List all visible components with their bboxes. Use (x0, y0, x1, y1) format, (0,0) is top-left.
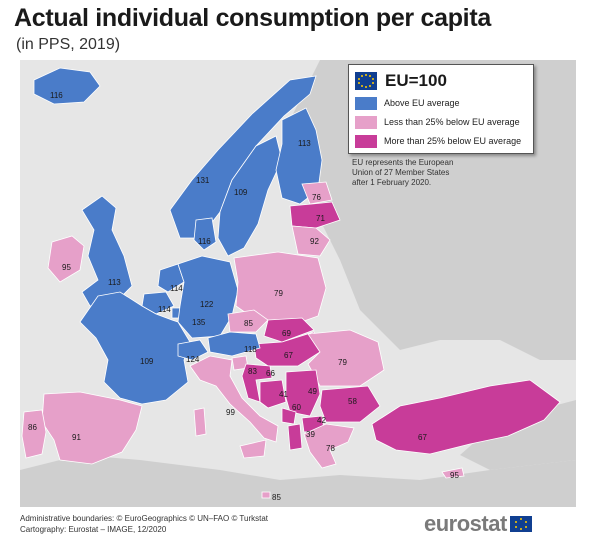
country-TR[interactable] (371, 379, 561, 455)
legend-swatch (355, 96, 377, 110)
value-label-SK: 69 (282, 329, 291, 338)
value-label-MK: 42 (317, 416, 326, 425)
value-label-PL: 79 (274, 289, 283, 298)
non-eu-land-africa (20, 455, 576, 507)
eu-flag-icon (509, 516, 532, 532)
legend-label: Less than 25% below EU average (384, 117, 520, 127)
country-BA[interactable] (259, 379, 287, 409)
value-label-MT: 85 (272, 493, 281, 502)
country-BE[interactable] (141, 291, 175, 315)
map-title: Actual individual consumption per capita (14, 4, 491, 32)
map-subtitle: (in PPS, 2019) (16, 36, 121, 53)
country-DK[interactable] (193, 217, 217, 251)
country-FR[interactable] (79, 291, 191, 405)
value-label-HR: 66 (266, 369, 275, 378)
country-HU[interactable] (253, 331, 321, 367)
value-label-CZ: 85 (244, 319, 253, 328)
country-IT-sicily[interactable] (239, 439, 267, 459)
legend-swatch (355, 115, 377, 129)
value-label-LT: 92 (310, 237, 319, 246)
value-label-NL: 114 (170, 284, 183, 293)
value-label-AL: 39 (306, 430, 315, 439)
value-label-ME: 60 (292, 403, 301, 412)
country-LT[interactable] (291, 225, 331, 257)
value-label-FR: 109 (140, 357, 154, 366)
non-eu-land-middle-east (460, 400, 576, 470)
country-IT-sardinia[interactable] (193, 407, 207, 437)
eu-flag-icon (355, 72, 377, 90)
legend-item-above: Above EU average (355, 96, 460, 110)
legend: EU=100 Above EU average Less than 25% be… (348, 64, 534, 154)
value-label-LV: 71 (316, 214, 325, 223)
legend-title: EU=100 (385, 71, 447, 90)
legend-header: EU=100 (355, 70, 447, 92)
country-CH[interactable] (177, 339, 209, 361)
country-ES[interactable] (41, 391, 143, 465)
country-EE[interactable] (301, 181, 333, 205)
value-label-HU: 67 (284, 351, 293, 360)
country-CZ[interactable] (227, 309, 269, 333)
country-RS[interactable] (285, 369, 321, 417)
footer-boundaries: Administrative boundaries: © EuroGeograp… (20, 514, 269, 523)
country-ME[interactable] (281, 407, 297, 425)
value-label-DK: 116 (198, 237, 211, 246)
legend-item-more-than-25: More than 25% below EU average (355, 134, 521, 148)
value-label-TR: 67 (418, 433, 427, 442)
value-label-PT: 86 (28, 423, 37, 432)
country-MT[interactable] (261, 491, 271, 499)
legend-note: EU represents the European Union of 27 M… (352, 158, 454, 187)
country-IE[interactable] (47, 235, 85, 283)
value-label-BG: 58 (348, 397, 357, 406)
value-label-AT: 118 (244, 345, 257, 354)
country-PT[interactable] (21, 409, 47, 459)
country-RO[interactable] (307, 329, 385, 387)
country-CY[interactable] (441, 467, 465, 479)
country-BG[interactable] (319, 385, 381, 423)
country-IT[interactable] (189, 355, 279, 443)
country-AT[interactable] (207, 331, 261, 357)
legend-swatch (355, 134, 377, 148)
logo-text: eurostat (424, 511, 507, 536)
country-HR[interactable] (241, 363, 273, 403)
value-label-GR: 78 (326, 444, 335, 453)
value-label-IT: 99 (226, 408, 235, 417)
value-label-SI: 83 (248, 367, 257, 376)
eurostat-logo: eurostat (424, 511, 532, 536)
value-label-BE: 114 (158, 305, 171, 314)
value-label-IS: 116 (50, 91, 63, 100)
value-label-EE: 76 (312, 193, 321, 202)
value-label-CY: 95 (450, 471, 459, 480)
value-label-DE: 122 (200, 300, 214, 309)
country-SE[interactable] (217, 135, 283, 257)
value-label-RO: 79 (338, 358, 347, 367)
value-label-NO: 131 (196, 176, 210, 185)
country-SK[interactable] (263, 317, 315, 343)
country-IS[interactable] (33, 67, 101, 105)
value-label-FI: 113 (298, 139, 311, 148)
value-label-CH: 124 (186, 355, 200, 364)
legend-item-less-than-25: Less than 25% below EU average (355, 115, 520, 129)
value-label-BA: 41 (279, 390, 288, 399)
value-label-ES: 91 (72, 433, 81, 442)
country-AL[interactable] (287, 423, 303, 451)
value-label-RS: 49 (308, 387, 317, 396)
value-label-UK: 113 (108, 278, 121, 287)
value-label-LU: 135 (192, 318, 206, 327)
country-GR[interactable] (303, 423, 355, 469)
value-label-SE: 109 (234, 188, 248, 197)
footer-cartography: Cartography: Eurostat – IMAGE, 12/2020 (20, 525, 167, 534)
legend-label: More than 25% below EU average (384, 136, 522, 146)
legend-label: Above EU average (384, 98, 460, 108)
country-UK[interactable] (81, 195, 133, 307)
country-NL[interactable] (157, 263, 185, 293)
value-label-IE: 95 (62, 263, 71, 272)
